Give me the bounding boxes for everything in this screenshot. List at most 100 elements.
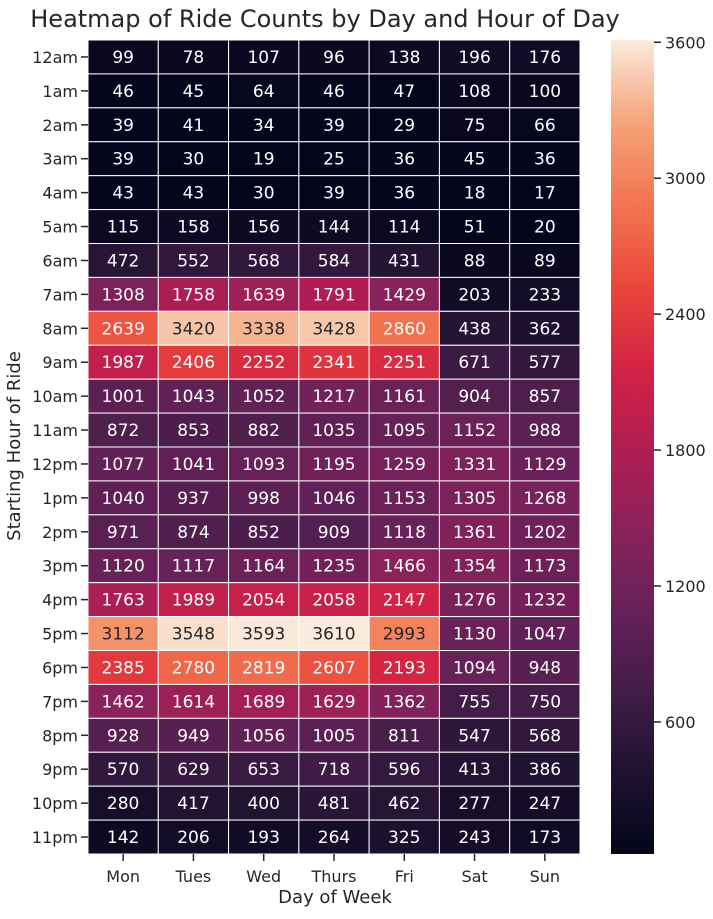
cell-value-label: 1094 (453, 658, 496, 678)
cell-value-label: 1093 (242, 455, 285, 475)
cell-value-label: 2385 (102, 658, 145, 678)
cell-value-label: 29 (393, 116, 415, 136)
heatmap-cell (509, 446, 581, 482)
cell-value-label: 2406 (172, 353, 215, 373)
cell-value-label: 552 (177, 251, 209, 271)
heatmap-cell (87, 446, 159, 482)
cell-value-label: 750 (529, 692, 561, 712)
heatmap-cell (157, 412, 230, 448)
heatmap-cell (87, 650, 159, 685)
x-axis: Mon Tues Wed Thurs Fri Sat Sun (106, 854, 560, 886)
heatmap-cell (87, 683, 159, 719)
y-tick-label: 5am (42, 218, 78, 237)
cell-value-label: 1217 (312, 387, 355, 407)
y-tick-label: 4am (42, 184, 78, 203)
chart-title: Heatmap of Ride Counts by Day and Hour o… (30, 5, 619, 33)
heatmap-cell (228, 785, 300, 821)
colorbar-tick-label: 3600 (665, 33, 706, 52)
heatmap-cell (438, 39, 511, 75)
heatmap-cell (87, 819, 159, 855)
y-tick-label: 6pm (42, 658, 78, 677)
y-tick-label: 7am (42, 285, 78, 304)
cell-value-label: 2251 (383, 353, 426, 373)
cell-value-label: 46 (112, 82, 134, 102)
cell-value-label: 18 (464, 184, 486, 204)
cell-value-label: 462 (388, 794, 420, 814)
cell-value-label: 39 (323, 184, 345, 204)
y-tick-label: 8pm (42, 726, 78, 745)
cell-value-label: 30 (183, 150, 205, 170)
heatmap-cell (509, 480, 581, 516)
cell-value-label: 998 (247, 489, 279, 509)
cell-value-label: 99 (112, 48, 134, 68)
cell-value-label: 66 (534, 116, 556, 136)
heatmap-cell (87, 39, 159, 75)
cell-value-label: 108 (458, 82, 490, 102)
y-tick-label: 1pm (42, 489, 78, 508)
cell-value-label: 75 (464, 116, 486, 136)
cell-value-label: 568 (247, 251, 279, 271)
y-tick-label: 7pm (42, 692, 78, 711)
cell-value-label: 115 (107, 218, 139, 238)
heatmap-cell (87, 412, 159, 448)
heatmap-cell (87, 616, 159, 651)
heatmap-cell (509, 209, 581, 244)
cell-value-label: 1035 (312, 421, 355, 441)
cell-value-label: 1152 (453, 421, 496, 441)
heatmap-cell (228, 717, 300, 753)
cell-value-label: 2993 (383, 625, 426, 645)
cell-value-label: 25 (323, 150, 345, 170)
cell-value-label: 1041 (172, 455, 215, 475)
heatmap-cell (509, 785, 581, 821)
heatmap-cell (368, 412, 440, 448)
cell-value-label: 45 (464, 150, 486, 170)
heatmap-cell (509, 717, 581, 753)
cell-value-label: 386 (529, 760, 561, 780)
cell-value-label: 1043 (172, 387, 215, 407)
y-tick-label: 6am (42, 251, 78, 270)
cell-value-label: 417 (177, 794, 209, 814)
cell-value-label: 811 (388, 726, 420, 746)
cell-value-label: 1362 (383, 692, 426, 712)
cell-value-label: 1462 (102, 692, 145, 712)
heatmap-cell (298, 446, 370, 482)
heatmap-cell (87, 141, 159, 177)
cell-value-label: 1466 (383, 557, 426, 577)
heatmap-cell (298, 751, 370, 787)
x-tick-label: Sat (461, 867, 487, 886)
heatmap-cell (438, 412, 511, 448)
cell-value-label: 264 (318, 828, 350, 848)
heatmap-cell (368, 819, 440, 855)
cell-value-label: 193 (247, 828, 279, 848)
cell-value-label: 857 (529, 387, 561, 407)
cell-value-label: 144 (318, 218, 350, 238)
cell-value-label: 3420 (172, 319, 215, 339)
cell-value-label: 2058 (312, 591, 355, 611)
colorbar-tick-label: 2400 (665, 305, 706, 324)
colorbar-bar (611, 40, 654, 854)
cell-value-label: 34 (253, 116, 275, 136)
cell-value-label: 39 (112, 116, 134, 136)
colorbar: 600 1200 1800 2400 3000 3600 (611, 33, 706, 854)
x-tick-label: Thurs (311, 867, 357, 886)
heatmap-cell (438, 582, 511, 618)
cell-value-label: 1791 (312, 285, 355, 305)
heatmap-cell (438, 107, 511, 143)
heatmap-cell (228, 175, 300, 211)
heatmap-cell (228, 548, 300, 584)
heatmap-cell (509, 141, 581, 177)
heatmap-cell (509, 514, 581, 550)
cell-value-label: 1354 (453, 557, 496, 577)
heatmap-cell (157, 751, 230, 787)
cell-value-label: 233 (529, 285, 561, 305)
cell-value-label: 156 (247, 218, 279, 238)
x-tick-label: Wed (246, 867, 281, 886)
heatmap-cell (368, 276, 440, 312)
colorbar-tick-label: 1200 (665, 577, 706, 596)
cell-value-label: 1202 (523, 523, 566, 543)
heatmap-cell (228, 310, 300, 346)
heatmap-cell (157, 717, 230, 753)
cell-value-label: 138 (388, 48, 420, 68)
cell-value-label: 89 (534, 251, 556, 271)
